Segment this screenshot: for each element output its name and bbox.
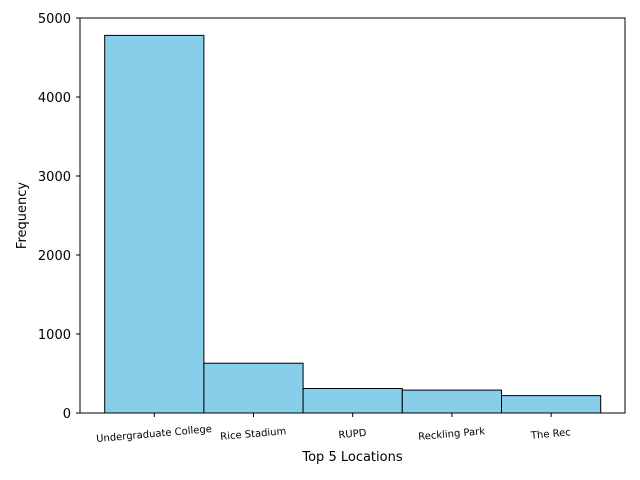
y-axis-ticks: 0 1000 2000 3000 4000 5000 [38,12,80,422]
x-axis-label: Top 5 Locations [301,450,402,465]
bar [203,362,304,414]
y-tick-label: 3000 [38,170,71,185]
bar [104,34,205,414]
x-tick-label: Reckling Park [418,426,486,443]
y-axis-label: Frequency [15,182,30,249]
bar [302,388,403,414]
x-tick-label: RUPD [338,428,367,441]
bar [501,395,602,414]
x-tick-label: The Rec [530,427,572,442]
plot-frame [79,17,626,414]
x-tick-label: Rice Stadium [220,426,287,443]
bar [401,389,502,414]
x-tick-label: Undergraduate College [96,424,213,445]
y-tick-label: 5000 [38,12,71,27]
y-tick-label: 1000 [38,328,71,343]
x-axis-ticks: Undergraduate College Rice Stadium RUPD Rec… [96,413,571,445]
bars-group [104,34,602,414]
y-tick-label: 0 [63,407,71,422]
y-tick-label: 2000 [38,249,71,264]
y-tick-label: 4000 [38,91,71,106]
